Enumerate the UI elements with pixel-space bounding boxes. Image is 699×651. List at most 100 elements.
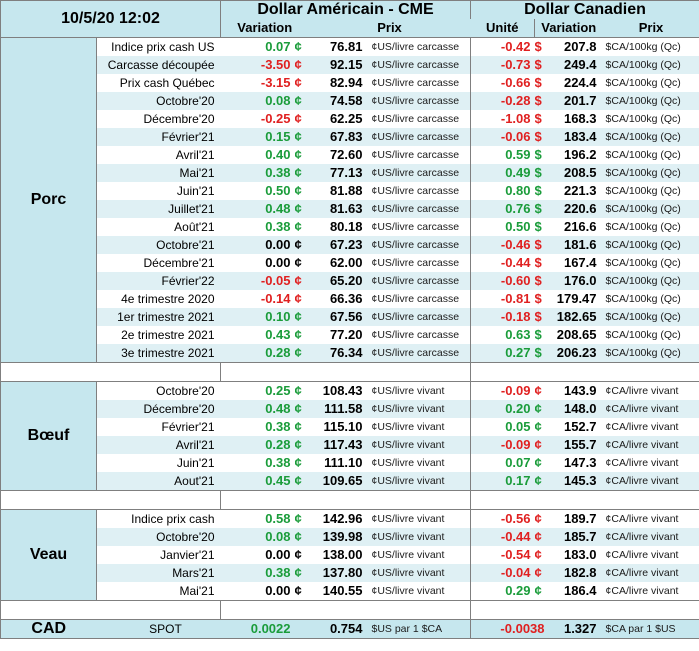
cad-variation-symbol: $ <box>534 254 549 272</box>
table-row: Octobre'20 0.08 ¢ 139.98 ¢US/livre vivant -0.… <box>1 528 699 546</box>
usd-unit: ¢US/livre carcasse <box>368 56 471 74</box>
table-row: Aout'21 0.45 ¢ 109.65 ¢US/livre vivant 0.17 ¢ 1… <box>1 472 699 491</box>
row-label: Carcasse découpée <box>96 56 221 74</box>
usd-price: 67.23 <box>308 236 369 254</box>
spacer-cell <box>0 362 221 382</box>
cad-variation: -0.66 <box>470 74 535 92</box>
usd-unit: ¢US/livre carcasse <box>368 37 471 56</box>
usd-variation: -0.25 <box>234 110 295 128</box>
usd-variation: -0.14 <box>234 290 295 308</box>
cad-variation: -1.08 <box>470 110 535 128</box>
row-gap <box>220 218 235 236</box>
row-label: Juillet'21 <box>96 200 221 218</box>
cad-unit: $CA/100kg (Qc) <box>602 37 699 56</box>
cad-unit: ¢CA/livre vivant <box>602 564 699 582</box>
usd-variation-symbol: ¢ <box>294 182 309 200</box>
row-label: 4e trimestre 2020 <box>96 290 221 308</box>
usd-unit: ¢US/livre vivant <box>368 436 471 454</box>
row-gap <box>220 200 235 218</box>
cad-price: 176.0 <box>548 272 603 290</box>
row-label: Février'21 <box>96 128 221 146</box>
row-gap <box>220 92 235 110</box>
usd-unit: ¢US/livre carcasse <box>368 218 471 236</box>
cad-variation: -0.28 <box>470 92 535 110</box>
row-gap <box>220 37 235 56</box>
cad-variation-symbol: $ <box>534 110 549 128</box>
usd-unit: ¢US/livre carcasse <box>368 344 471 363</box>
section-label: Bœuf <box>0 381 97 491</box>
cad-variation-symbol: $ <box>534 128 549 146</box>
cad-unit: $CA/100kg (Qc) <box>602 182 699 200</box>
row-gap <box>220 472 235 491</box>
cad-variation-symbol: $ <box>534 272 549 290</box>
row-gap <box>220 582 235 601</box>
spacer-cell <box>0 600 221 620</box>
table-row: Juin'21 0.50 ¢ 81.88 ¢US/livre carcasse 0.80 $… <box>1 182 699 200</box>
cad-variation-symbol: $ <box>534 290 549 308</box>
cad-unit: ¢CA/livre vivant <box>602 454 699 472</box>
spacer-cell <box>219 600 471 620</box>
cad-price: 208.5 <box>548 164 603 182</box>
usd-unit: ¢US/livre vivant <box>368 381 471 400</box>
table-row: 4e trimestre 2020 -0.14 ¢ 66.36 ¢US/livre ca… <box>1 290 699 308</box>
cad-cad-unit: $CA par 1 $US <box>602 619 699 639</box>
cad-price: 148.0 <box>548 400 603 418</box>
row-label: Décembre'20 <box>96 110 221 128</box>
cad-price: 183.4 <box>548 128 603 146</box>
row-gap <box>220 381 235 400</box>
spacer-cell <box>470 600 699 620</box>
cad-variation-symbol: ¢ <box>534 400 549 418</box>
row-gap <box>220 128 235 146</box>
usd-unit: ¢US/livre carcasse <box>368 254 471 272</box>
row-label: Mai'21 <box>96 582 221 601</box>
spacer-cell <box>219 362 471 382</box>
usd-variation-symbol: ¢ <box>294 381 309 400</box>
usd-variation: 0.00 <box>234 582 295 601</box>
usd-price: 62.00 <box>308 254 369 272</box>
usd-price: 92.15 <box>308 56 369 74</box>
cad-variation: 0.07 <box>470 454 535 472</box>
usd-price: 67.56 <box>308 308 369 326</box>
usd-variation: 0.38 <box>234 164 295 182</box>
cad-variation-symbol: ¢ <box>534 564 549 582</box>
row-gap <box>220 326 235 344</box>
row-gap <box>220 236 235 254</box>
cad-spot-row: CAD SPOT 0.0022 0.754 $US par 1 $CA -0.0038 1.… <box>0 619 699 639</box>
spacer-cell <box>0 490 221 510</box>
cad-variation: -0.73 <box>470 56 535 74</box>
usd-price: 140.55 <box>308 582 369 601</box>
row-gap <box>220 400 235 418</box>
usd-variation-symbol: ¢ <box>294 37 309 56</box>
row-label: 1er trimestre 2021 <box>96 308 221 326</box>
cad-unit: $CA/100kg (Qc) <box>602 344 699 363</box>
table-row: Mars'21 0.38 ¢ 137.80 ¢US/livre vivant -0.04 ¢… <box>1 564 699 582</box>
cad-unit: $CA/100kg (Qc) <box>602 110 699 128</box>
row-gap <box>220 344 235 363</box>
cad-unit: $CA/100kg (Qc) <box>602 164 699 182</box>
usd-variation: 0.00 <box>234 236 295 254</box>
cad-price: 206.23 <box>548 344 603 363</box>
cad-price: 147.3 <box>548 454 603 472</box>
row-gap <box>220 146 235 164</box>
usd-unit: ¢US/livre carcasse <box>368 236 471 254</box>
row-label: Octobre'20 <box>96 528 221 546</box>
cad-unit: $CA/100kg (Qc) <box>602 56 699 74</box>
cad-variation: -0.09 <box>470 381 535 400</box>
table-row: Carcasse découpée -3.50 ¢ 92.15 ¢US/livre ca… <box>1 56 699 74</box>
cad-variation: 0.49 <box>470 164 535 182</box>
table-row: Avril'21 0.28 ¢ 117.43 ¢US/livre vivant -0.09… <box>1 436 699 454</box>
usd-variation: 0.38 <box>234 218 295 236</box>
cad-variation-symbol: ¢ <box>534 528 549 546</box>
cad-variation: 0.29 <box>470 582 535 601</box>
usd-price: 117.43 <box>308 436 369 454</box>
cad-spot-label: SPOT <box>96 619 235 639</box>
row-label: Prix cash Québec <box>96 74 221 92</box>
usd-unit: ¢US/livre carcasse <box>368 74 471 92</box>
usd-variation: 0.58 <box>234 509 295 528</box>
row-gap <box>220 110 235 128</box>
usd-variation: 0.25 <box>234 381 295 400</box>
usd-price: 72.60 <box>308 146 369 164</box>
row-label: Octobre'20 <box>96 381 221 400</box>
row-gap <box>220 418 235 436</box>
